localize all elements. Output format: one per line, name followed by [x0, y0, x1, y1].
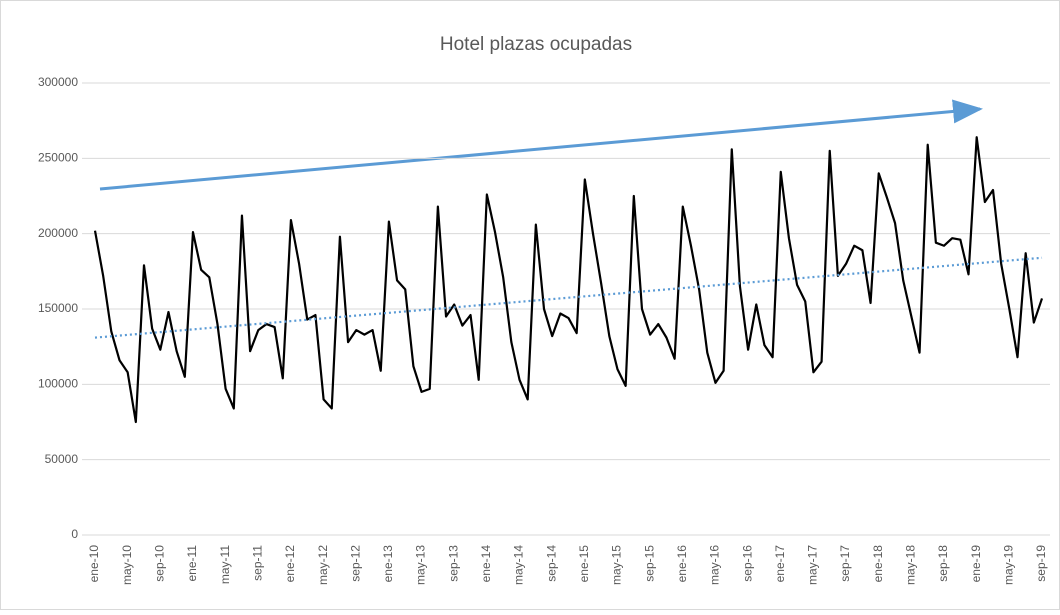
x-tick-label: ene-13 [381, 545, 395, 583]
x-tick-label: sep-14 [544, 545, 558, 582]
y-tick-label: 250000 [38, 151, 78, 165]
y-tick-label: 150000 [38, 301, 78, 315]
x-tick-label: sep-17 [838, 545, 852, 582]
x-tick-label: may-14 [512, 545, 526, 585]
x-tick-label: may-19 [1002, 545, 1016, 585]
x-tick-label: may-17 [806, 545, 820, 585]
x-tick-label: may-11 [218, 545, 232, 584]
y-tick-label: 50000 [45, 452, 79, 466]
chart-title: Hotel plazas ocupadas [440, 34, 632, 55]
x-tick-label: ene-17 [773, 545, 787, 583]
x-tick-label: ene-11 [185, 545, 199, 582]
x-tick-label: ene-10 [87, 545, 101, 583]
x-tick-label: sep-16 [740, 545, 754, 582]
x-tick-label: may-13 [414, 545, 428, 585]
x-tick-label: ene-12 [283, 545, 297, 583]
x-tick-label: ene-19 [969, 545, 983, 583]
trend-line [94, 256, 1043, 339]
x-tick-label: sep-11 [250, 545, 264, 581]
x-tick-label: may-12 [316, 545, 330, 585]
x-tick-label: sep-10 [152, 545, 166, 582]
x-tick-label: may-16 [708, 545, 722, 585]
y-tick-label: 200000 [38, 226, 78, 240]
y-tick-label: 0 [71, 527, 78, 541]
x-tick-label: ene-18 [871, 545, 885, 583]
x-tick-label: sep-18 [936, 545, 950, 582]
x-tick-label: sep-13 [446, 545, 460, 582]
x-tick-label: sep-15 [642, 545, 656, 582]
x-tick-label: ene-15 [577, 545, 591, 583]
x-tick-label: ene-16 [675, 545, 689, 583]
x-tick-label: may-10 [120, 545, 134, 585]
trend-arrow [99, 99, 983, 191]
y-tick-label: 300000 [38, 75, 78, 89]
x-tick-label: may-18 [904, 545, 918, 585]
x-tick-label: sep-12 [348, 545, 362, 582]
x-tick-label: may-15 [610, 545, 624, 585]
x-tick-label: ene-14 [479, 545, 493, 583]
y-tick-label: 100000 [38, 377, 78, 391]
x-tick-label: sep-19 [1034, 545, 1048, 582]
series-line [93, 136, 1044, 424]
